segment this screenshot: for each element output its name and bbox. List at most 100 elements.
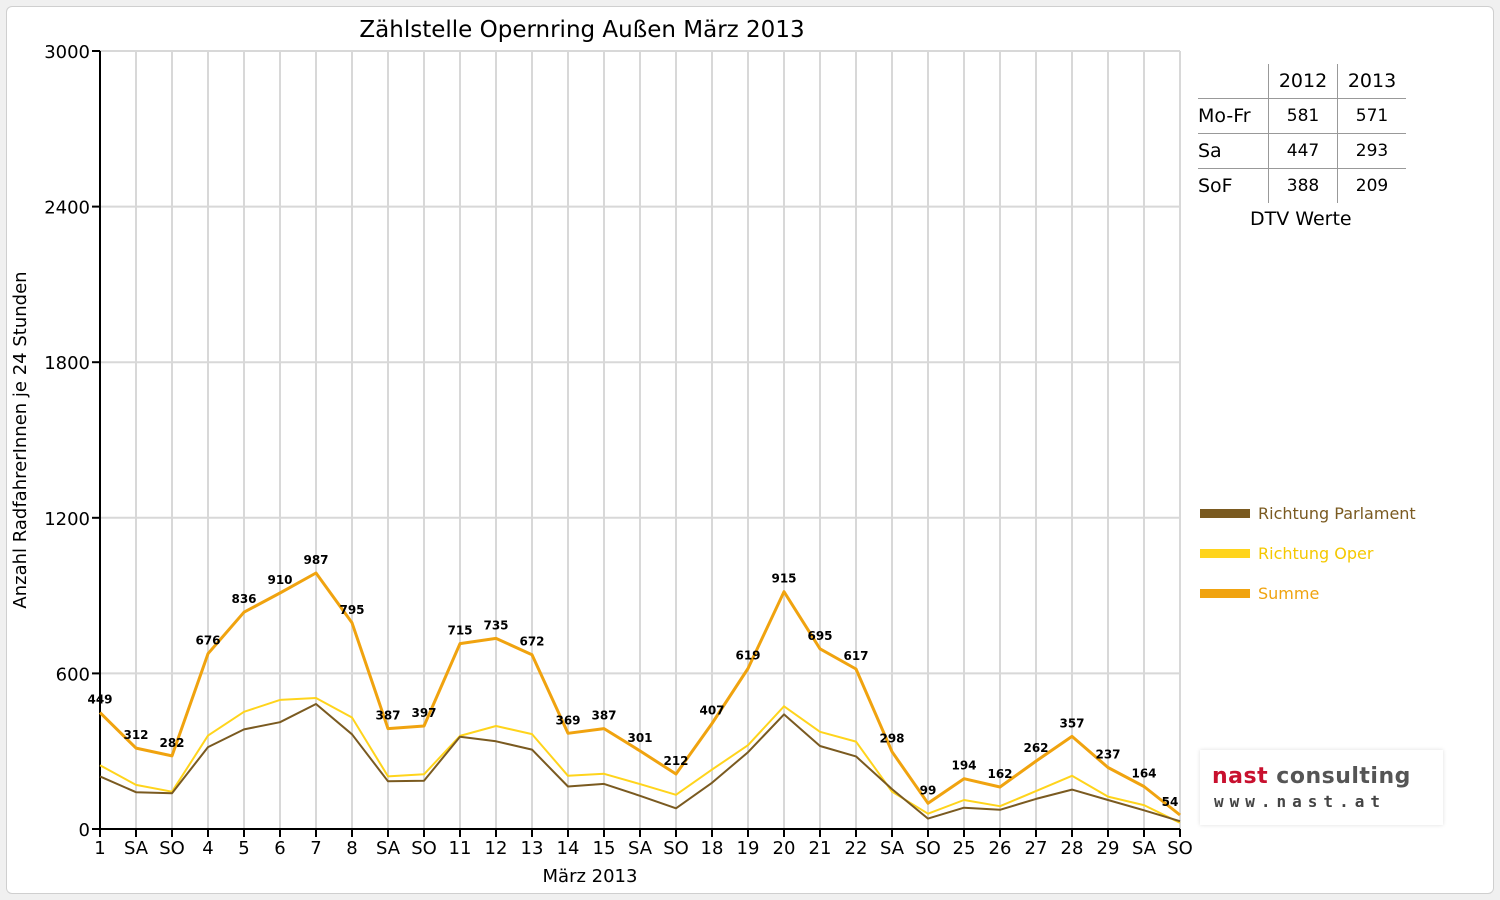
x-tick-label: 22 — [845, 838, 868, 859]
dtv-value: 571 — [1337, 98, 1406, 134]
data-label: 369 — [555, 713, 580, 727]
data-label: 795 — [339, 603, 364, 617]
x-tick-label: 27 — [1025, 838, 1048, 859]
y-tick-label: 2400 — [44, 198, 90, 219]
x-tick-label: 13 — [521, 838, 544, 859]
y-axis-label: Anzahl RadfahrerInnen je 24 Stunden — [10, 271, 31, 608]
dtv-header-row: 2012 2013 — [1198, 64, 1406, 99]
x-tick-label: 1 — [94, 838, 105, 859]
logo-url: www.nast.at — [1214, 792, 1386, 811]
x-tick-label: 29 — [1097, 838, 1120, 859]
legend-label: Richtung Oper — [1258, 543, 1374, 563]
dtv-row-label: Sa — [1198, 133, 1269, 169]
x-tick-label: 6 — [274, 838, 285, 859]
data-label: 619 — [735, 648, 760, 662]
data-label: 54 — [1162, 795, 1179, 809]
data-label: 262 — [1023, 741, 1048, 755]
dtv-caption: DTV Werte — [1250, 208, 1352, 230]
legend-swatch — [1200, 588, 1250, 598]
x-tick-label: 7 — [310, 838, 321, 859]
dtv-row-label: SoF — [1198, 175, 1233, 197]
x-tick-label: SO — [411, 838, 437, 859]
data-label: 298 — [879, 732, 904, 746]
dtv-value: 388 — [1268, 168, 1338, 203]
logo-word-2: consulting — [1276, 764, 1411, 789]
x-tick-label: 20 — [773, 838, 796, 859]
data-label: 910 — [267, 573, 292, 587]
x-tick-label: 28 — [1061, 838, 1084, 859]
series-lines — [98, 571, 1181, 824]
chart-title: Zählstelle Opernring Außen März 2013 — [359, 17, 804, 43]
legend: Richtung Parlament Richtung Oper Summe — [1200, 493, 1416, 613]
series-line-oper — [99, 697, 1181, 824]
data-label: 312 — [123, 728, 148, 742]
dtv-value: 581 — [1268, 98, 1338, 134]
data-label: 397 — [411, 706, 436, 720]
dtv-value: 447 — [1268, 133, 1338, 169]
data-label: 695 — [807, 629, 832, 643]
dtv-value: 293 — [1337, 133, 1406, 169]
x-tick-label: 4 — [202, 838, 213, 859]
x-tick-label: 11 — [449, 838, 472, 859]
y-tick-label: 0 — [79, 820, 90, 841]
data-label: 617 — [843, 649, 868, 663]
data-labels: 449 312 282 676 836 910 987 795 387 397 715 735 672 3… — [87, 553, 1178, 809]
x-tick-label: 25 — [953, 838, 976, 859]
x-axis-label: März 2013 — [543, 866, 638, 887]
data-label: 987 — [303, 553, 328, 567]
data-label: 357 — [1059, 716, 1084, 730]
y-tick-labels: 0 600 1200 1800 2400 3000 — [44, 42, 90, 841]
legend-label: Summe — [1258, 583, 1320, 603]
data-label: 99 — [920, 783, 937, 797]
y-tick-label: 3000 — [44, 42, 90, 63]
x-tick-label: SA — [124, 838, 149, 859]
x-tick-label: 5 — [238, 838, 249, 859]
dtv-row: Sa 447 293 — [1198, 133, 1406, 169]
data-label: 676 — [195, 634, 220, 648]
x-tick-label: SA — [1132, 838, 1157, 859]
y-tick-label: 600 — [56, 664, 90, 685]
nast-consulting-logo: nast consulting www.nast.at — [1200, 750, 1443, 825]
legend-label: Richtung Parlament — [1258, 503, 1416, 523]
legend-swatch — [1200, 548, 1250, 558]
y-tick-label: 1200 — [44, 509, 90, 530]
x-tick-labels: 1 SA SO 4 5 6 7 8 SA SO 11 12 13 14 15 SA SO 18 19 20 21 22 SA… — [94, 838, 1193, 859]
x-tick-label: 18 — [701, 838, 724, 859]
legend-item-oper: Richtung Oper — [1200, 533, 1416, 573]
data-label: 212 — [663, 754, 688, 768]
grid — [99, 50, 1181, 830]
axes — [92, 50, 1181, 837]
legend-swatch — [1200, 508, 1250, 518]
data-label: 237 — [1095, 748, 1120, 762]
data-label: 164 — [1131, 766, 1156, 780]
legend-item-parlament: Richtung Parlament — [1200, 493, 1416, 533]
x-tick-label: 26 — [989, 838, 1012, 859]
x-tick-label: 21 — [809, 838, 832, 859]
x-tick-label: SO — [663, 838, 689, 859]
x-tick-label: 19 — [737, 838, 760, 859]
series-line-summe — [98, 571, 1181, 817]
x-tick-label: SO — [159, 838, 185, 859]
x-tick-label: 12 — [485, 838, 508, 859]
data-label: 387 — [591, 709, 616, 723]
data-label: 715 — [447, 624, 472, 638]
x-tick-label: SO — [915, 838, 941, 859]
dtv-header-2012: 2012 — [1268, 64, 1338, 99]
dtv-table: 2012 2013 Mo-Fr 581 571 Sa 447 293 SoF 3… — [1198, 64, 1406, 203]
data-label: 194 — [951, 759, 976, 773]
x-tick-label: SA — [376, 838, 401, 859]
x-tick-label: 15 — [593, 838, 616, 859]
dtv-row: Mo-Fr 581 571 — [1198, 98, 1406, 134]
data-label: 407 — [699, 703, 724, 717]
data-label: 162 — [987, 767, 1012, 781]
data-label: 672 — [519, 635, 544, 649]
x-tick-label: 8 — [346, 838, 357, 859]
logo-wordmark: nast consulting — [1212, 764, 1411, 789]
data-label: 449 — [87, 693, 112, 707]
data-label: 301 — [627, 731, 652, 745]
dtv-row-label: Mo-Fr — [1198, 98, 1269, 134]
x-tick-label: SA — [628, 838, 653, 859]
legend-item-summe: Summe — [1200, 573, 1416, 613]
dtv-value: 209 — [1337, 168, 1406, 203]
